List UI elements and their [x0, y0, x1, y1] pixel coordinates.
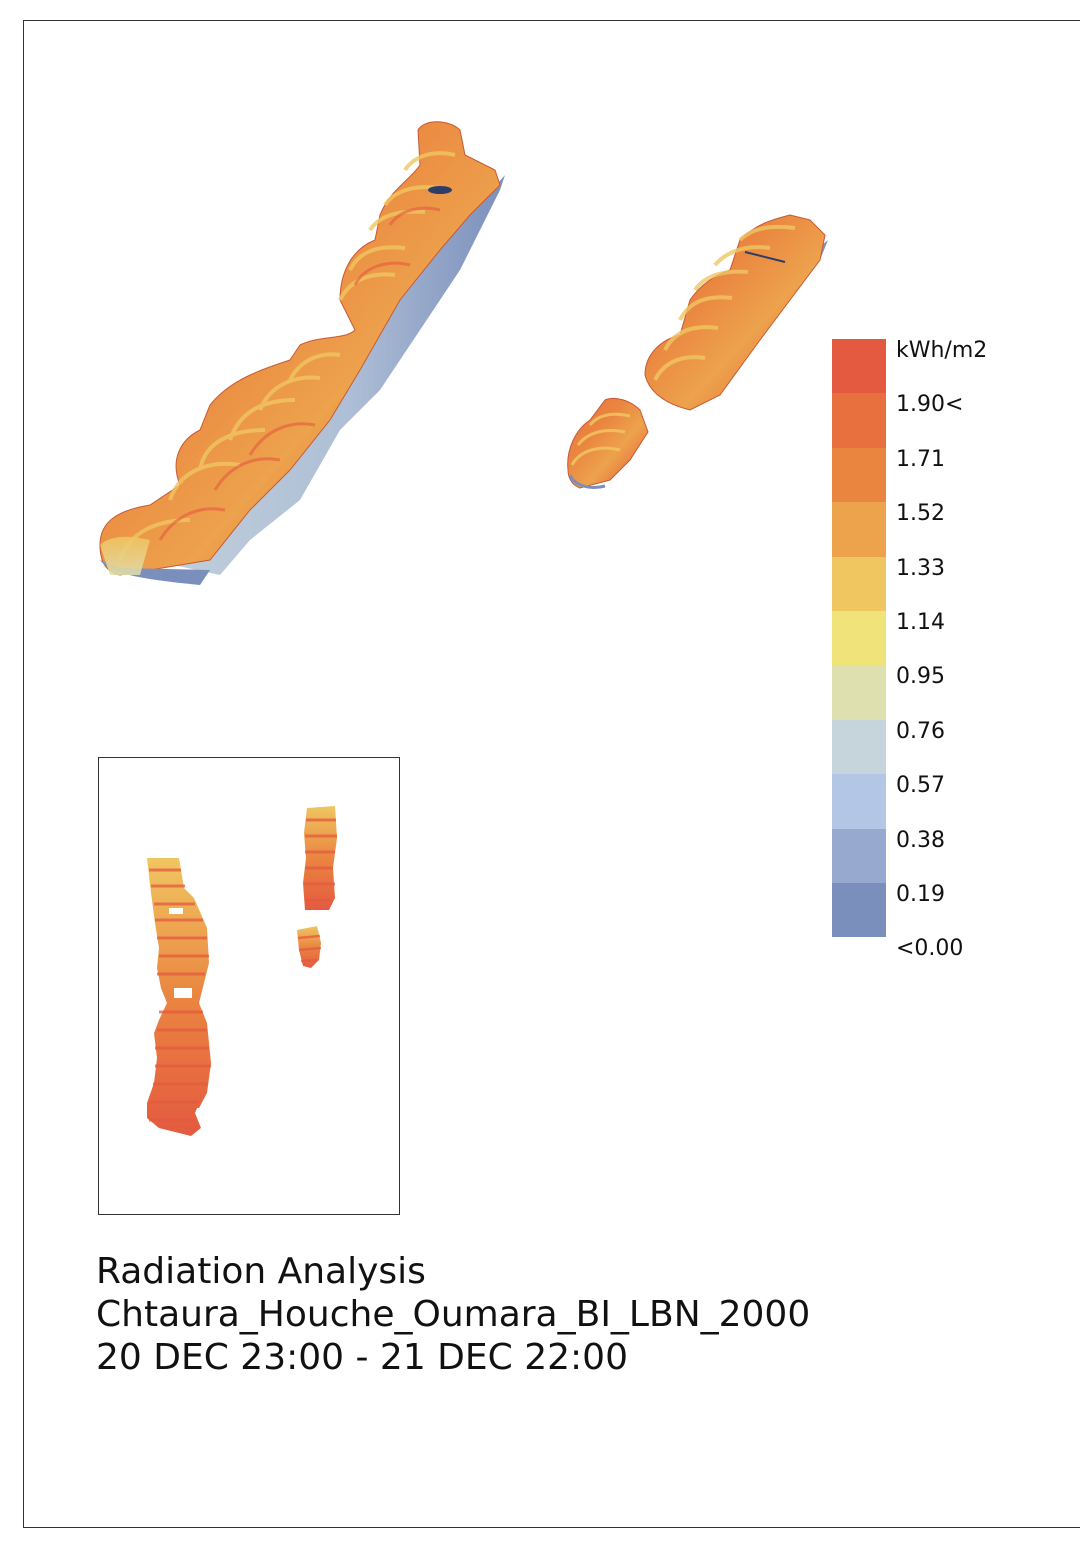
- legend-unit: kWh/m2: [896, 338, 988, 363]
- caption-title: Radiation Analysis: [96, 1251, 426, 1292]
- plan-block-right: [303, 806, 337, 910]
- legend-label-8: 0.38: [896, 827, 945, 853]
- legend-swatch-6: [832, 665, 886, 720]
- legend-swatch-0: [832, 339, 886, 394]
- building-cluster-right: [644, 214, 828, 411]
- legend-swatch-10: [832, 883, 886, 938]
- plan-view-inset: [98, 757, 400, 1215]
- plan-block-small: [297, 926, 322, 968]
- legend-label-2: 1.52: [896, 501, 945, 527]
- legend-swatch-4: [832, 556, 886, 611]
- legend-label-3: 1.33: [896, 555, 945, 581]
- legend-swatch-3: [832, 502, 886, 557]
- legend-swatch-9: [832, 828, 886, 883]
- legend-label-4: 1.14: [896, 610, 945, 635]
- legend-label-0: 1.90<: [896, 392, 964, 418]
- legend-swatch-5: [832, 611, 886, 666]
- radiation-3d-render: [99, 121, 828, 585]
- caption-period: 20 DEC 23:00 - 21 DEC 22:00: [96, 1337, 628, 1378]
- plan-block-left: [147, 858, 211, 1136]
- drawing-sheet-frame: [23, 20, 1080, 1528]
- legend-label-10: <0.00: [896, 936, 964, 962]
- legend-label-7: 0.57: [896, 773, 945, 799]
- legend-label-1: 1.71: [896, 446, 945, 472]
- building-cluster-left: [99, 121, 505, 585]
- legend-label-5: 0.95: [896, 664, 945, 690]
- legend-label-9: 0.19: [896, 882, 945, 907]
- caption-project: Chtaura_Houche_Oumara_BI_LBN_2000: [96, 1294, 811, 1335]
- legend-swatch-7: [832, 719, 886, 775]
- plan-view-render: [147, 806, 337, 1136]
- legend-swatch-1: [832, 393, 886, 448]
- legend-swatch-8: [832, 774, 886, 829]
- legend-swatch-2: [832, 447, 886, 503]
- legend-label-6: 0.76: [896, 718, 945, 744]
- building-cluster-small: [567, 397, 649, 490]
- caption-block: Radiation Analysis Chtaura_Houche_Oumara…: [96, 1250, 810, 1379]
